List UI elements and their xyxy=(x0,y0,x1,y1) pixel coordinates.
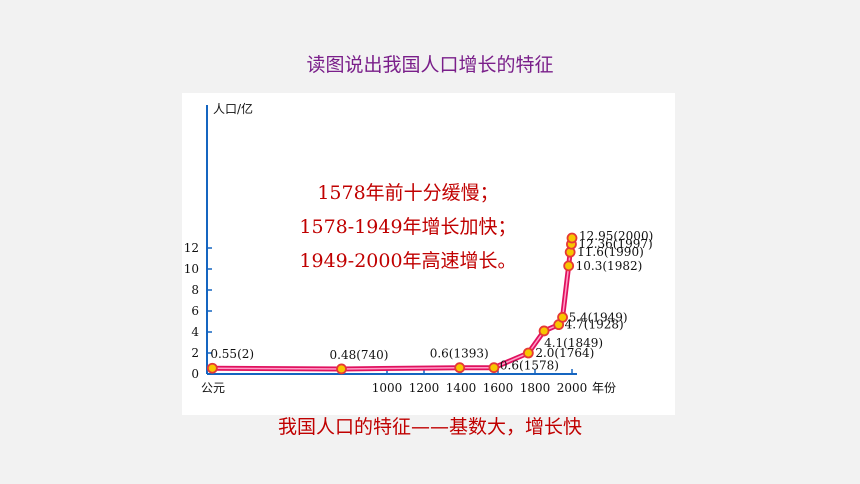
x-tick-label: 1800 xyxy=(520,381,551,395)
growth-note: 1578年前十分缓慢； 1578-1949年增长加快； 1949-2000年高速… xyxy=(283,176,533,278)
slide-title: 读图说出我国人口增长的特征 xyxy=(306,54,554,76)
note-line-3: 1949-2000年高速增长。 xyxy=(299,250,517,272)
y-tick-label: 10 xyxy=(184,262,199,276)
population-chart: 0 2 4 6 8 10 12 人口/亿 1000 1200 1400 1600 1800 2000 年份 公… xyxy=(182,93,675,415)
data-label: 4.7(1928) xyxy=(565,318,624,332)
data-point xyxy=(488,362,500,374)
data-point xyxy=(566,232,578,244)
data-label: 2.0(1764) xyxy=(535,346,594,360)
data-point xyxy=(336,363,347,375)
caption: 我国人口的特征——基数大，增长快 xyxy=(277,416,582,438)
x-tick-label: 1200 xyxy=(409,381,440,395)
x-tick-label: 1400 xyxy=(446,381,477,395)
note-line-1: 1578年前十分缓慢； xyxy=(317,182,499,204)
note-line-2: 1578-1949年增长加快； xyxy=(299,216,517,238)
y-axis-label: 人口/亿 xyxy=(213,101,253,116)
y-tick-label: 6 xyxy=(191,304,199,318)
x-tick-label: 1600 xyxy=(483,381,514,395)
y-tick-label: 4 xyxy=(191,325,199,339)
chart-svg: 0 2 4 6 8 10 12 人口/亿 1000 1200 1400 1600 1800 2000 年份 公… xyxy=(184,101,654,395)
x-tick-label: 2000 xyxy=(557,381,588,395)
data-point xyxy=(538,325,550,337)
data-label: 0.55(2) xyxy=(210,347,254,361)
data-label: 10.3(1982) xyxy=(576,259,643,273)
data-label: 4.1(1849) xyxy=(544,336,603,350)
data-label: 12.36(1997) xyxy=(578,237,652,251)
data-point xyxy=(206,362,218,374)
data-point xyxy=(557,311,568,323)
data-label: 0.6(1393) xyxy=(430,347,489,361)
data-label: 12.95(2000) xyxy=(579,229,653,243)
data-point xyxy=(522,347,534,359)
data-label: 5.4(1949) xyxy=(569,310,628,324)
data-point xyxy=(563,260,575,272)
origin-label: 公元 xyxy=(201,381,225,395)
y-tick-label: 8 xyxy=(191,283,199,297)
data-point xyxy=(454,362,466,374)
data-label: 0.48(740) xyxy=(330,348,389,362)
y-tick-label: 2 xyxy=(191,346,199,360)
y-tick-label: 12 xyxy=(184,241,199,255)
data-label: 11.6(1990) xyxy=(577,245,644,259)
x-axis-label: 年份 xyxy=(592,381,616,395)
data-label: 0.6(1578) xyxy=(500,359,559,373)
x-tick-label: 1000 xyxy=(372,381,403,395)
y-tick-label: 0 xyxy=(191,367,199,381)
